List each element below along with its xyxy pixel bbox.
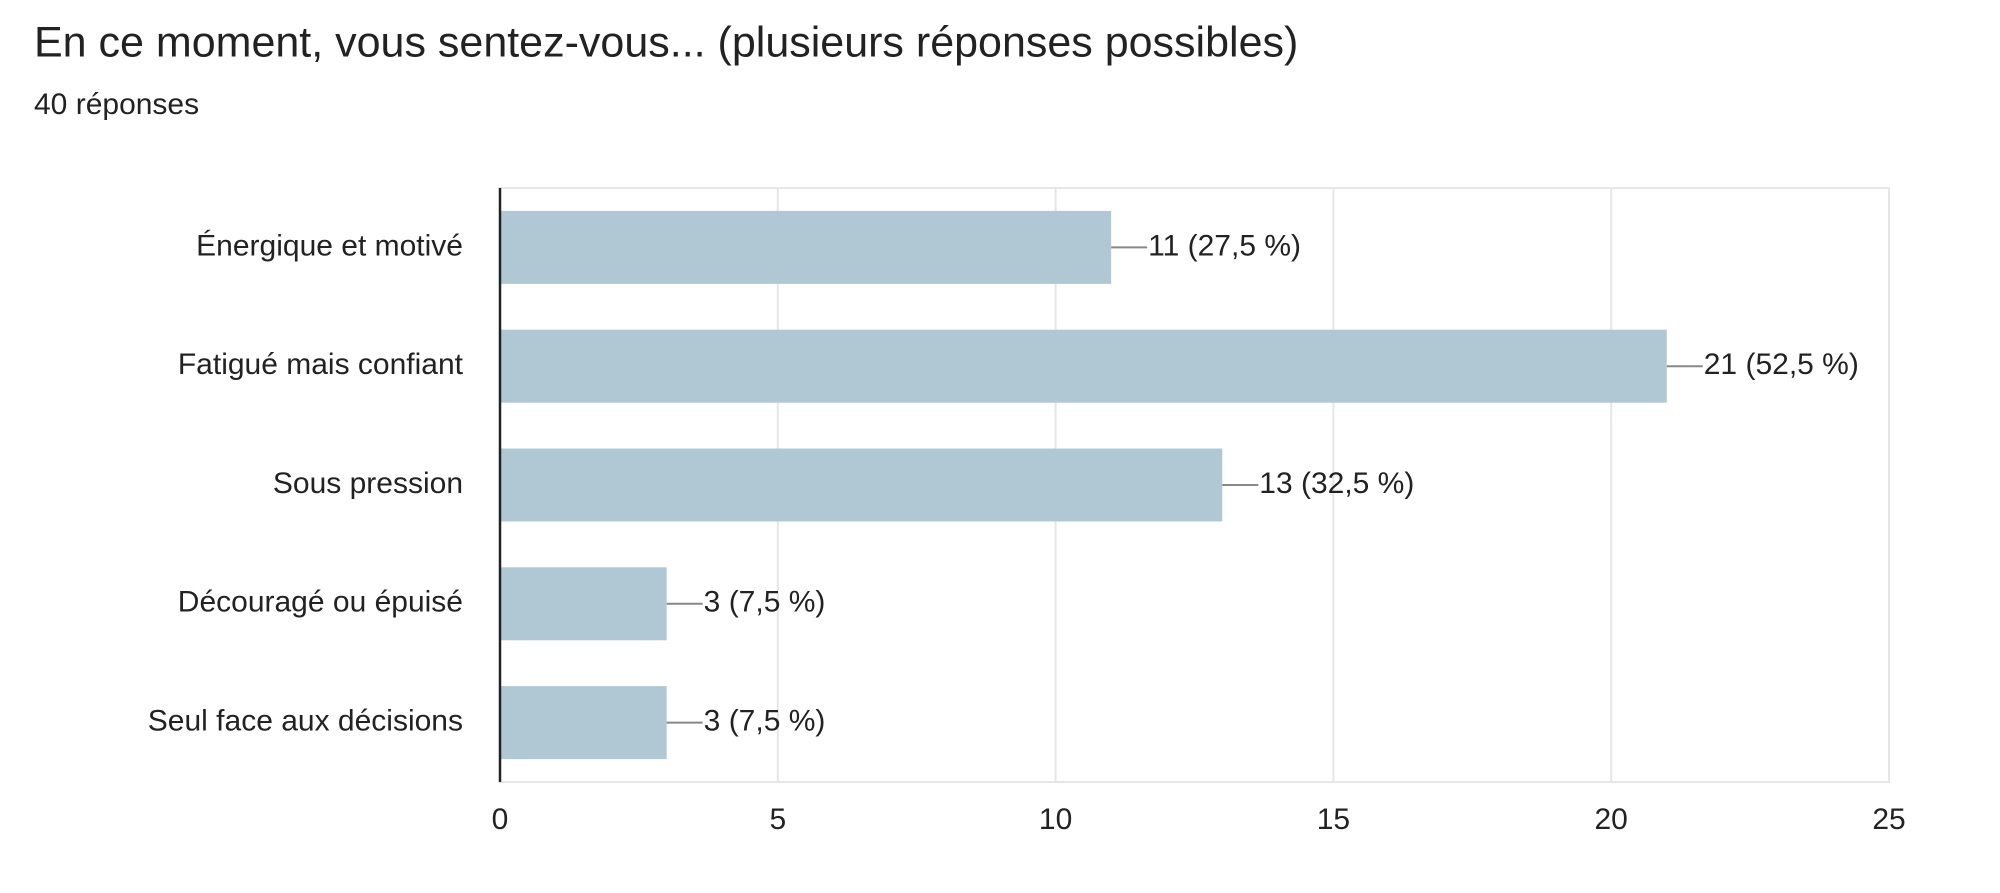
y-tick-label: Découragé ou épuisé	[178, 586, 463, 619]
value-label: 3 (7,5 %)	[704, 705, 826, 738]
y-tick-label: Sous pression	[273, 467, 463, 500]
value-label: 21 (52,5 %)	[1704, 348, 1859, 381]
x-tick-label: 25	[1872, 803, 1905, 836]
chart-title: En ce moment, vous sentez-vous... (plusi…	[34, 18, 1298, 66]
x-tick-label: 20	[1595, 803, 1628, 836]
bar	[500, 448, 1223, 522]
x-tick-label: 5	[769, 803, 786, 836]
value-label: 11 (27,5 %)	[1148, 229, 1301, 262]
value-label: 3 (7,5 %)	[704, 586, 826, 619]
bar	[500, 210, 1112, 284]
y-tick-label: Fatigué mais confiant	[178, 348, 464, 381]
bar	[500, 686, 667, 760]
x-tick-label: 0	[492, 803, 509, 836]
value-label: 13 (32,5 %)	[1259, 467, 1414, 500]
x-tick-label: 10	[1039, 803, 1072, 836]
chart-subtitle: 40 réponses	[34, 88, 199, 121]
bar	[500, 567, 667, 641]
bar	[500, 329, 1667, 403]
x-tick-label: 15	[1317, 803, 1350, 836]
y-tick-label: Énergique et motivé	[196, 229, 463, 262]
y-tick-label: Seul face aux décisions	[148, 705, 463, 738]
